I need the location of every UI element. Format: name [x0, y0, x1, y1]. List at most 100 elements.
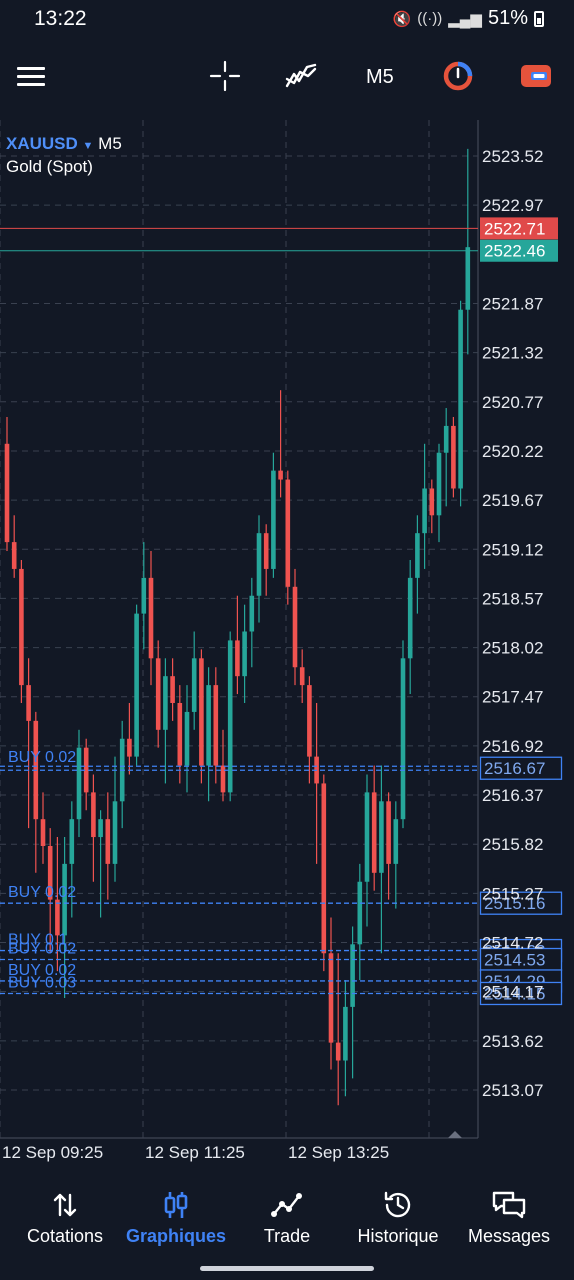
indicators-icon[interactable] — [282, 48, 320, 104]
candle-body — [249, 595, 255, 632]
candle-body — [271, 470, 276, 569]
order-label: BUY 0.02 — [8, 941, 76, 958]
candle-body — [148, 577, 154, 659]
bid-price-label: 2522.46 — [484, 242, 545, 261]
candle-body — [83, 747, 89, 793]
price-axis: 2523.52 2522.97 2521.87 2521.32 2520.77 2520.… — [448, 147, 543, 1138]
messages-icon — [452, 1186, 566, 1224]
order-label: BUY 0.03 — [8, 974, 76, 991]
candles — [4, 148, 471, 1106]
charts-icon — [119, 1186, 233, 1224]
price-tick-label: 2516.92 — [482, 737, 543, 756]
candle-body — [69, 819, 75, 864]
candle-body — [55, 899, 60, 936]
price-tick-label: 2518.57 — [482, 589, 543, 608]
candle-body — [4, 443, 10, 543]
status-icons: 🔇 ((·)) ▂▄▆ 51% — [393, 7, 544, 30]
price-tick-label: 2519.12 — [482, 540, 543, 559]
candle-body — [163, 676, 168, 730]
order-price-box — [479, 981, 563, 1006]
price-chart[interactable]: BUY 0.02 2516.67 BUY 0.02 2515.16 BUY 0.1 251… — [0, 120, 574, 1172]
candle-body — [451, 425, 456, 489]
candle-body — [422, 488, 427, 534]
battery-percent: 51% — [487, 7, 528, 29]
candle-body — [407, 577, 413, 659]
candle-body — [263, 533, 269, 569]
nav-messages-label: Messages — [467, 1226, 551, 1246]
price-lines: BUY 0.02 2516.67 BUY 0.02 2515.16 BUY 0.1 251… — [0, 217, 563, 1006]
price-tick-label: 2520.22 — [482, 442, 543, 461]
candle-body — [62, 863, 67, 936]
order-price-label: 2514.15 — [484, 984, 545, 1003]
price-tick-label: 2523.52 — [482, 147, 543, 166]
candle-body — [292, 586, 298, 668]
menu-icon[interactable] — [14, 48, 48, 104]
price-tick-label: 2513.62 — [482, 1032, 543, 1051]
order-price-label: 2516.67 — [484, 759, 545, 778]
history-icon[interactable] — [440, 48, 476, 104]
home-indicator — [200, 1266, 374, 1271]
timeframe-selector[interactable]: M5 — [366, 66, 394, 88]
price-tick-label: 2517.47 — [482, 688, 543, 707]
candle-body — [11, 542, 17, 569]
candle-body — [285, 479, 291, 587]
candle-body — [343, 1006, 348, 1061]
hotspot-icon: ((·)) — [417, 10, 443, 27]
candle-body — [177, 702, 183, 766]
candle-body — [206, 685, 211, 766]
history-icon — [341, 1186, 455, 1224]
candle-body — [47, 845, 53, 900]
time-axis-label: 12 Sep 09:25 — [2, 1143, 104, 1162]
order-label: BUY 0.02 — [8, 884, 76, 901]
order-price-label: 2514.53 — [484, 951, 545, 970]
quotes-icon — [8, 1186, 122, 1224]
price-tick-label: 2520.77 — [482, 393, 543, 412]
candle-body — [76, 747, 82, 820]
candle-body — [357, 881, 363, 945]
candle-body — [328, 953, 334, 1043]
scroll-marker-icon — [448, 1131, 462, 1138]
candle-body — [40, 819, 46, 846]
order-price-box — [479, 891, 563, 915]
symbol-selector[interactable]: XAUUSD ▼ M5 — [6, 134, 122, 154]
candle-body — [242, 631, 247, 677]
candle-body — [199, 658, 204, 766]
status-time: 13:22 — [34, 7, 87, 30]
nav-history[interactable]: Historique — [341, 1176, 455, 1256]
ask-price-label: 2522.71 — [484, 219, 545, 238]
candle-body — [307, 685, 312, 757]
status-bar: 13:22 🔇 ((·)) ▂▄▆ 51% — [0, 0, 574, 40]
candle-body — [127, 738, 132, 757]
nav-charts[interactable]: Graphiques — [119, 1176, 233, 1256]
bid-price-box — [480, 239, 558, 262]
price-tick-label: 2514.72 — [482, 934, 543, 953]
nav-history-label: Historique — [357, 1226, 439, 1246]
trade-panel-icon[interactable] — [518, 48, 554, 104]
price-tick-label: 2515.82 — [482, 835, 543, 854]
candle-body — [235, 640, 240, 677]
candle-body — [321, 783, 327, 954]
candle-body — [364, 792, 370, 882]
candle-body — [443, 425, 449, 453]
candle-body — [299, 667, 305, 686]
candle-body — [213, 685, 219, 766]
candle-body — [386, 801, 391, 864]
price-tick-label: 2519.67 — [482, 491, 543, 510]
instrument-description: Gold (Spot) — [6, 157, 93, 176]
trade-icon — [230, 1186, 344, 1224]
chart-toolbar: M5 — [0, 48, 574, 104]
price-tick-label: 2514.17 — [482, 983, 543, 1002]
nav-messages[interactable]: Messages — [452, 1176, 566, 1256]
nav-trade-label: Trade — [263, 1226, 311, 1246]
nav-charts-label: Graphiques — [125, 1226, 227, 1246]
nav-trade[interactable]: Trade — [230, 1176, 344, 1256]
order-price-label: 2515.16 — [484, 894, 545, 913]
nav-quotes[interactable]: Cotations — [8, 1176, 122, 1256]
price-tick-label: 2515.27 — [482, 884, 543, 903]
candle-body — [371, 792, 377, 873]
candle-body — [400, 658, 406, 820]
order-label: BUY 0.1 — [8, 932, 67, 949]
nav-quotes-label: Cotations — [26, 1226, 104, 1246]
candle-body — [105, 819, 111, 864]
crosshair-icon[interactable] — [206, 48, 244, 104]
